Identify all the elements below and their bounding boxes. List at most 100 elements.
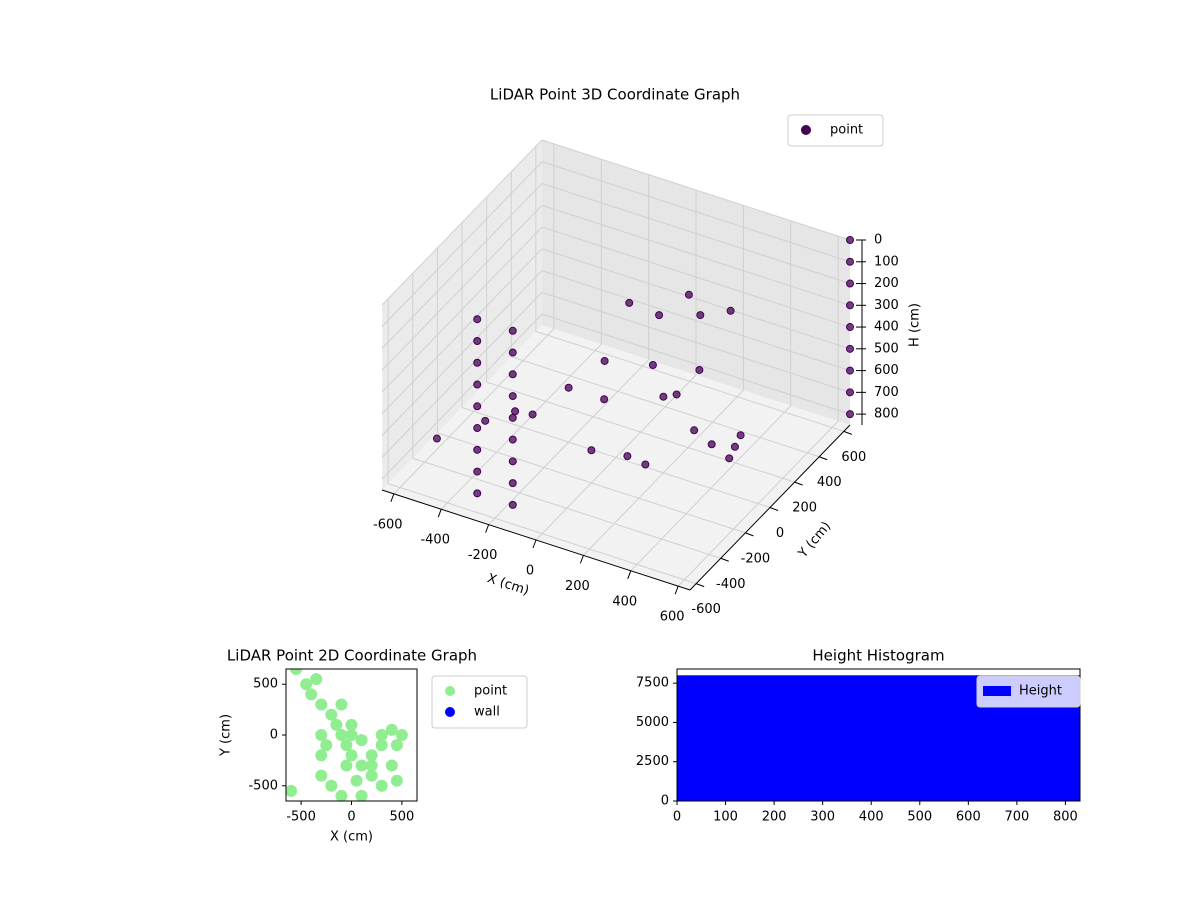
z-axis-label: H (cm) xyxy=(908,303,923,347)
z-tick-label: 200 xyxy=(874,276,899,291)
data-point xyxy=(365,749,378,762)
data-point xyxy=(648,361,657,370)
y-axis-label: Y (cm) xyxy=(795,519,834,562)
y-tick-label: -500 xyxy=(248,778,278,793)
tick-mark xyxy=(485,524,490,533)
y-tick-label: 200 xyxy=(792,501,817,516)
grid-line xyxy=(541,313,851,415)
data-point xyxy=(305,688,318,701)
x-axis-label: X (cm) xyxy=(330,830,373,845)
data-point xyxy=(335,789,348,801)
data-point xyxy=(325,779,338,792)
data-point xyxy=(846,301,854,310)
legend-box xyxy=(976,675,1081,708)
data-point xyxy=(345,729,358,741)
z-tick-label: 400 xyxy=(874,320,899,335)
legend-box xyxy=(431,675,528,729)
data-point xyxy=(286,784,298,797)
grid-line xyxy=(541,270,851,372)
legend-label: point xyxy=(830,123,863,138)
data-point xyxy=(528,410,537,419)
grid-line xyxy=(381,226,543,393)
legend-marker xyxy=(445,707,455,717)
tick-mark xyxy=(437,509,442,518)
data-point xyxy=(355,759,368,772)
x-tick-label: -200 xyxy=(468,548,498,563)
data-point xyxy=(725,454,734,463)
x-tick-label: 800 xyxy=(1053,810,1078,825)
data-point xyxy=(385,759,398,772)
data-point xyxy=(641,460,650,469)
data-point xyxy=(564,383,573,392)
grid-line xyxy=(541,183,851,285)
chart-title: LiDAR Point 3D Coordinate Graph xyxy=(490,86,740,104)
grid-line xyxy=(381,161,543,328)
y-axis-label: Y (cm) xyxy=(219,714,234,757)
data-point xyxy=(473,380,482,389)
data-point xyxy=(600,356,609,365)
data-point xyxy=(508,370,517,379)
tick-mark xyxy=(674,585,679,595)
data-point xyxy=(325,708,338,721)
grid-line xyxy=(541,139,851,241)
grid-line xyxy=(387,483,697,585)
y-tick-label: 500 xyxy=(253,677,278,692)
x-tick-label: 0 xyxy=(347,810,355,825)
data-point xyxy=(355,734,368,747)
tick-mark xyxy=(532,539,537,549)
grid-line xyxy=(541,291,851,393)
data-point xyxy=(846,323,854,332)
data-point xyxy=(508,479,517,488)
x-tick-label: -600 xyxy=(373,517,403,532)
data-point xyxy=(623,452,632,461)
y-tick-label: -600 xyxy=(691,602,721,617)
grid-line xyxy=(541,248,851,350)
tick-mark xyxy=(769,507,779,511)
data-point xyxy=(390,739,403,752)
z-tick-label: 300 xyxy=(874,298,899,313)
grid-line xyxy=(381,139,543,306)
data-point xyxy=(707,440,716,449)
z-tick-label: 800 xyxy=(874,407,899,422)
chart-title: LiDAR Point 2D Coordinate Graph xyxy=(227,647,477,665)
tick-mark xyxy=(627,570,632,579)
data-point xyxy=(473,467,482,476)
data-point xyxy=(345,749,358,762)
x-tick-label: 300 xyxy=(810,810,835,825)
tick-mark xyxy=(720,557,729,562)
data-point xyxy=(385,723,398,736)
data-point xyxy=(355,789,368,801)
data-point xyxy=(375,729,388,741)
data-point xyxy=(655,311,664,320)
data-point xyxy=(696,311,705,320)
data-point xyxy=(290,669,303,675)
x-tick-label: 0 xyxy=(673,810,681,825)
data-point xyxy=(320,739,333,752)
z-tick-label: 0 xyxy=(874,233,882,248)
data-point xyxy=(846,366,854,375)
x-tick-label: -500 xyxy=(286,810,316,825)
legend-label: point xyxy=(474,684,507,699)
grid-line xyxy=(381,292,543,458)
data-point xyxy=(375,779,388,792)
data-point xyxy=(335,729,348,741)
x-tick-label: 0 xyxy=(526,564,534,579)
data-point xyxy=(310,673,323,686)
y-tick-label: 7500 xyxy=(636,676,669,691)
data-point xyxy=(508,435,517,444)
x-tick-label: 400 xyxy=(859,810,884,825)
grid-line xyxy=(437,432,746,534)
data-point xyxy=(340,739,353,752)
grid-line xyxy=(381,204,543,371)
data-point xyxy=(672,390,681,399)
grid-line xyxy=(486,381,795,483)
y-tick-label: 600 xyxy=(841,450,866,465)
data-point xyxy=(365,769,378,782)
x-axis-label: X (cm) xyxy=(485,571,531,599)
data-point xyxy=(335,698,348,711)
data-point xyxy=(846,410,854,419)
y-tick-label: -400 xyxy=(716,577,746,592)
x-tick-label: 700 xyxy=(1004,810,1029,825)
data-point xyxy=(508,457,517,466)
